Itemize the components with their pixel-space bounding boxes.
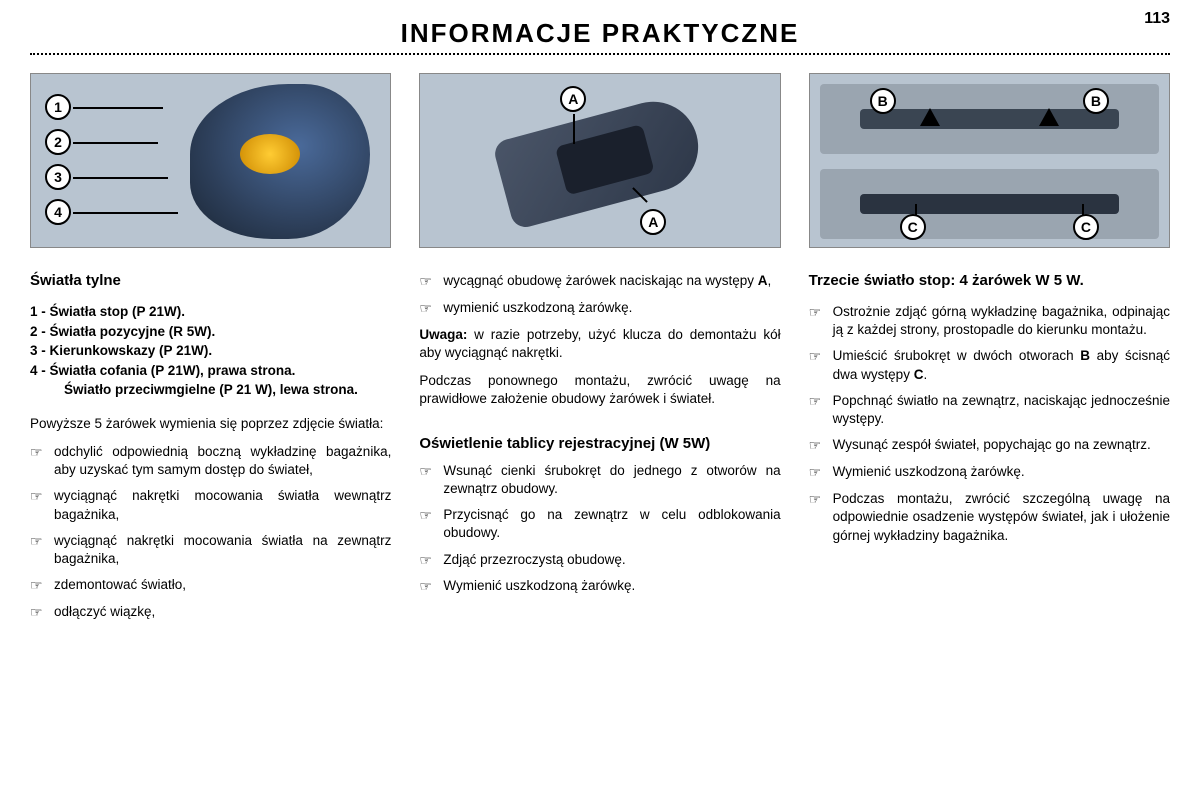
- intro-text: Powyższe 5 żarówek wymienia się poprzez …: [30, 415, 391, 433]
- label-a-bottom: A: [640, 209, 666, 235]
- step-1-3: ☞wyciągnąć nakrętki mocowania światła na…: [30, 532, 391, 568]
- label-c-left: C: [900, 214, 926, 240]
- step-2b-4: ☞Wymienić uszkodzoną żarówkę.: [419, 577, 780, 596]
- step-3-1: ☞Ostrożnie zdjąć górną wykładzinę bagażn…: [809, 303, 1170, 339]
- label-1: 1: [45, 94, 71, 120]
- step-1-4: ☞zdemontować światło,: [30, 576, 391, 595]
- step-2b-1: ☞Wsunąć cienki śrubokręt do jednego z ot…: [419, 462, 780, 498]
- image-taillight: 1 2 3 4: [30, 73, 391, 248]
- step-3-2: ☞Umieścić śrubokręt w dwóch otworach B a…: [809, 347, 1170, 383]
- step-1-2: ☞wyciągnąć nakrętki mocowania światła we…: [30, 487, 391, 523]
- step-1-5: ☞odłączyć wiązkę,: [30, 603, 391, 622]
- step-3-5: ☞Wymienić uszkodzoną żarówkę.: [809, 463, 1170, 482]
- step-2a-1: ☞wycągnąć obudowę żarówek naciskając na …: [419, 272, 780, 291]
- bulb-item-1: 1 - Światła stop (P 21W).: [30, 303, 391, 321]
- label-a-top: A: [560, 86, 586, 112]
- note-paragraph: Uwaga: w razie potrzeby, użyć klucza do …: [419, 326, 780, 362]
- page-title: INFORMACJE PRAKTYCZNE: [30, 18, 1170, 49]
- steps-list-2a: ☞wycągnąć obudowę żarówek naciskając na …: [419, 272, 780, 326]
- steps-list-1: ☞odchylić odpowiednią boczną wykładzinę …: [30, 443, 391, 630]
- label-c-right: C: [1073, 214, 1099, 240]
- steps-list-3: ☞Ostrożnie zdjąć górną wykładzinę bagażn…: [809, 303, 1170, 553]
- label-b-left: B: [870, 88, 896, 114]
- column-3: B B C C Trzecie światło stop: 4 żarówek …: [809, 73, 1170, 630]
- bulb-item-4: 4 - Światła cofania (P 21W), prawa stron…: [30, 362, 391, 380]
- reassembly-note: Podczas ponownego montażu, zwrócić uwagę…: [419, 372, 780, 408]
- label-2: 2: [45, 129, 71, 155]
- label-3: 3: [45, 164, 71, 190]
- heading-rear-lights: Światła tylne: [30, 272, 391, 289]
- label-4: 4: [45, 199, 71, 225]
- step-3-6: ☞Podczas montażu, zwrócić szczególną uwa…: [809, 490, 1170, 545]
- step-2b-2: ☞Przycisnąć go na zewnątrz w celu odblok…: [419, 506, 780, 542]
- step-2b-3: ☞Zdjąć przezroczystą obudowę.: [419, 551, 780, 570]
- content-columns: 1 2 3 4 Światła tylne 1 - Światła stop (…: [30, 73, 1170, 630]
- image-third-brake: B B C C: [809, 73, 1170, 248]
- step-1-1: ☞odchylić odpowiednią boczną wykładzinę …: [30, 443, 391, 479]
- divider: [30, 53, 1170, 55]
- column-2: A A ☞wycągnąć obudowę żarówek naciskając…: [419, 73, 780, 630]
- bulb-item-2: 2 - Światła pozycyjne (R 5W).: [30, 323, 391, 341]
- label-b-right: B: [1083, 88, 1109, 114]
- steps-list-2b: ☞Wsunąć cienki śrubokręt do jednego z ot…: [419, 462, 780, 605]
- bulb-item-fog: Światło przeciwmgielne (P 21 W), lewa st…: [30, 381, 391, 399]
- image-housing: A A: [419, 73, 780, 248]
- column-1: 1 2 3 4 Światła tylne 1 - Światła stop (…: [30, 73, 391, 630]
- heading-plate-light: Oświetlenie tablicy rejestracyjnej (W 5W…: [419, 435, 780, 452]
- heading-third-brake: Trzecie światło stop: 4 żarówek W 5 W.: [809, 272, 1170, 289]
- step-3-3: ☞Popchnąć światło na zewnątrz, naciskają…: [809, 392, 1170, 428]
- bulb-item-3: 3 - Kierunkowskazy (P 21W).: [30, 342, 391, 360]
- step-3-4: ☞Wysunąć zespół świateł, popychając go n…: [809, 436, 1170, 455]
- step-2a-2: ☞wymienić uszkodzoną żarówkę.: [419, 299, 780, 318]
- page-number: 113: [1144, 10, 1170, 28]
- bulb-list: 1 - Światła stop (P 21W). 2 - Światła po…: [30, 303, 391, 401]
